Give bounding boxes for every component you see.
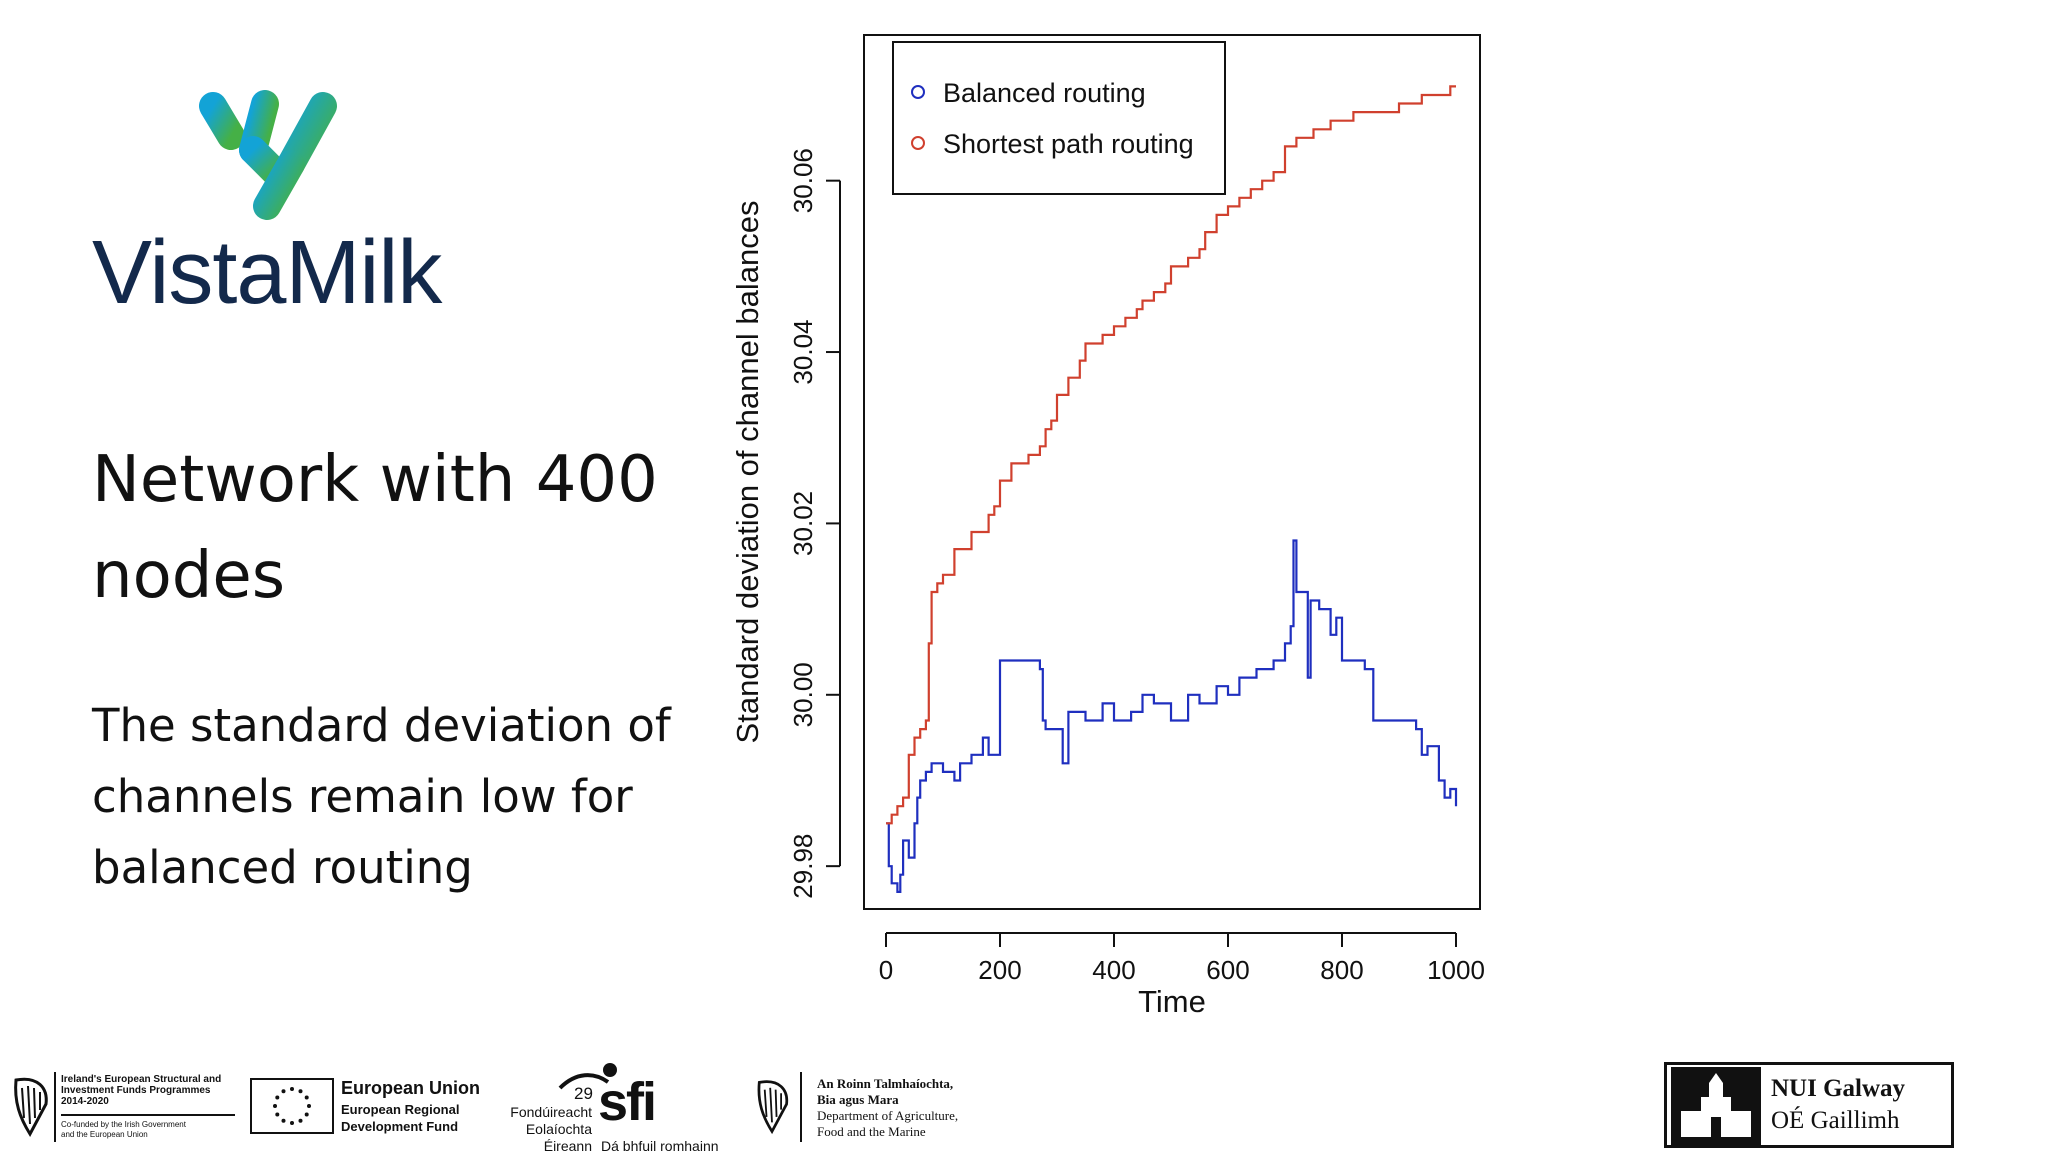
eu-star (298, 1089, 303, 1094)
esif-text: Ireland's European Structural and Invest… (61, 1074, 221, 1107)
harp-icon (757, 1080, 789, 1135)
eu-star (304, 1095, 309, 1100)
dafm-line-irish: An Roinn Talmhaíochta, (817, 1076, 954, 1091)
y-tick-label: 30.00 (788, 662, 818, 727)
eu-star (281, 1118, 286, 1123)
eu-star (307, 1104, 311, 1108)
eu-star (304, 1112, 309, 1117)
dafm-text: An Roinn Talmhaíochta, Bia agus Mara Dep… (817, 1076, 958, 1140)
harp-icon (14, 1077, 48, 1137)
eu-star (281, 1089, 286, 1094)
esif-line: Ireland's European Structural and (61, 1074, 222, 1085)
x-axis: 0 200 400 600 800 1000 (879, 932, 1485, 985)
series-line-balanced-routing (886, 539, 1458, 893)
sfi-line: Éireann (543, 1138, 592, 1154)
x-tick-label: 200 (978, 955, 1021, 985)
plot-frame (863, 34, 1481, 910)
eu-line: European Regional (341, 1102, 460, 1117)
dafm-line-english: Food and the Marine (817, 1124, 926, 1139)
y-tick-label: 29.98 (788, 834, 818, 899)
dafm-line-english: Department of Agriculture, (817, 1108, 959, 1123)
eu-star (298, 1118, 303, 1123)
legend-label-shortest: Shortest path routing (943, 129, 1194, 159)
esif-cofunded: Co-funded by the Irish Government and th… (61, 1120, 186, 1140)
eu-line: Development Fund (341, 1119, 459, 1134)
vistamilk-logo-mark (199, 90, 337, 220)
legend-marker-shortest (911, 136, 925, 150)
esif-divider (54, 1072, 56, 1142)
x-tick-label: 400 (1092, 955, 1135, 985)
sfi-line: Fondúireacht (510, 1104, 592, 1120)
legend-box (892, 41, 1226, 195)
x-tick-label: 600 (1206, 955, 1249, 985)
eu-star (273, 1104, 277, 1108)
eu-subtitle: European Regional Development Fund (341, 1101, 459, 1135)
eu-star (275, 1095, 280, 1100)
y-tick-label: 30.06 (788, 148, 818, 213)
eu-star (290, 1087, 294, 1091)
sfi-tagline: Dá bhfuil romhainn (601, 1138, 719, 1154)
y-axis: 29.98 30.00 30.02 30.04 30.06 (788, 148, 841, 899)
y-tick-label: 30.04 (788, 320, 818, 385)
x-tick-label: 0 (879, 955, 893, 985)
esif-cofunded-line: and the European Union (61, 1130, 148, 1139)
x-tick-label: 1000 (1427, 955, 1485, 985)
legend-label-balanced: Balanced routing (943, 78, 1146, 108)
legend: Balanced routing Shortest path routing (892, 41, 1226, 195)
dafm-divider (800, 1072, 802, 1142)
nuig-name: NUI Galway (1771, 1075, 1906, 1102)
eu-star (275, 1112, 280, 1117)
sfi-swoosh-icon (558, 1063, 617, 1090)
dafm-line-irish: Bia agus Mara (817, 1092, 899, 1107)
esif-rule (61, 1114, 235, 1116)
series-line-shortest-path-routing (886, 85, 1456, 825)
y-axis-label: Standard deviation of channel balances (730, 201, 765, 744)
esif-cofunded-line: Co-funded by the Irish Government (61, 1120, 186, 1129)
sfi-mark: sfi (598, 1072, 657, 1132)
eu-flag-icon (250, 1078, 334, 1134)
sfi-name: Fondúireacht Eolaíochta Éireann (498, 1104, 592, 1155)
line-chart: 29.98 30.00 30.02 30.04 30.06 0 200 400 600 800 1… (730, 34, 1485, 1019)
esif-line: Investment Funds Programmes (61, 1085, 211, 1096)
sfi-number: 29 (574, 1084, 593, 1103)
nuig-logo: NUI Galway OÉ Gaillimh (1664, 1062, 1954, 1148)
quadrangle-tower-icon (1671, 1067, 1761, 1145)
series-layer (886, 85, 1458, 893)
legend-marker-balanced (911, 85, 925, 99)
x-axis-label: Time (1138, 984, 1206, 1019)
eu-star (290, 1121, 294, 1125)
sfi-line: Eolaíochta (525, 1121, 592, 1137)
slide-body-text: The standard deviation of channels remai… (92, 699, 671, 894)
esif-line: 2014-2020 (61, 1096, 109, 1107)
y-tick-label: 30.02 (788, 491, 818, 556)
x-tick-label: 800 (1320, 955, 1363, 985)
nuig-irish-name: OÉ Gaillimh (1771, 1107, 1900, 1134)
vistamilk-logo-wordmark: VistaMilk (92, 223, 442, 323)
eu-title: European Union (341, 1078, 480, 1098)
slide-title: Network with 400 nodes (92, 443, 658, 613)
